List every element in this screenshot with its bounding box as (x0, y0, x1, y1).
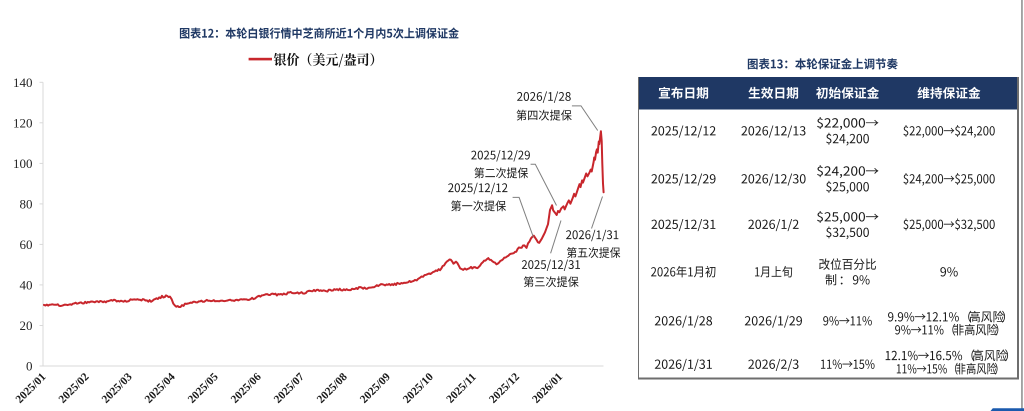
svg-text:140: 140 (13, 75, 33, 90)
svg-text:40: 40 (20, 277, 33, 292)
svg-text:60: 60 (20, 237, 33, 252)
svg-text:120: 120 (13, 115, 33, 130)
svg-text:100: 100 (13, 156, 33, 171)
svg-text:0: 0 (26, 359, 33, 374)
svg-text:80: 80 (20, 196, 33, 211)
svg-text:20: 20 (20, 318, 33, 333)
